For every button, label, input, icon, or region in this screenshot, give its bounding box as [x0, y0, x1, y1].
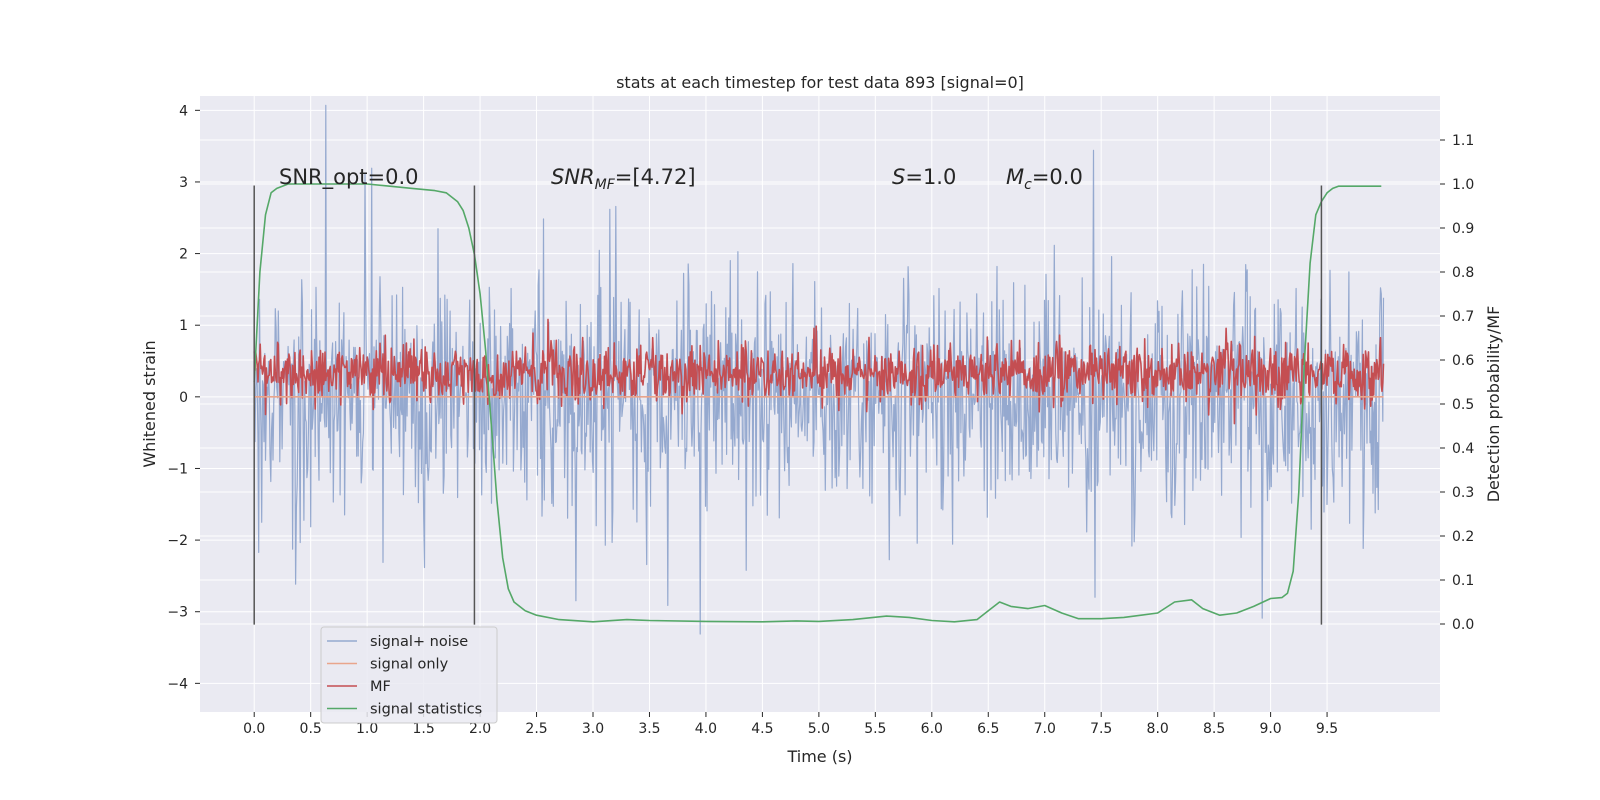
vertical-markers: [253, 185, 1323, 625]
y-right-tick-label: 1.0: [1452, 177, 1474, 193]
series-mf: [253, 318, 1385, 425]
y-axis-right-label: Detection probability/MF: [1484, 306, 1503, 503]
x-axis-label: Time (s): [786, 747, 852, 766]
x-tick-label: 1.0: [356, 721, 378, 737]
y-left-tick-label: 4: [179, 103, 188, 119]
y-left-tick-label: −2: [167, 533, 188, 549]
y-right-tick-label: 0.6: [1452, 353, 1474, 369]
x-tick-label: 9.5: [1316, 721, 1338, 737]
x-tick-label: 3.0: [582, 721, 604, 737]
x-tick-label: 4.0: [695, 721, 717, 737]
legend: signal+ noise signal only MF signal statist…: [320, 626, 498, 724]
x-tick-label: 4.5: [751, 721, 773, 737]
y-right-tick-label: 0.5: [1452, 397, 1474, 413]
y-left-tick-label: 2: [179, 247, 188, 263]
annotation-snr-opt: SNR_opt=0.0: [279, 165, 419, 190]
x-tick-label: 6.0: [921, 721, 943, 737]
annotation-snr-mf: SNRMF=[4.72]: [551, 165, 696, 193]
x-tick-label: 8.5: [1203, 721, 1225, 737]
legend-entry: signal statistics: [370, 702, 482, 718]
y-axis-left-label: Whitened strain: [140, 340, 159, 467]
x-tick-label: 3.5: [638, 721, 660, 737]
x-tick-label: 9.0: [1259, 721, 1281, 737]
y-left-tick-label: 3: [179, 175, 188, 191]
annotation-mc: Mc=0.0: [1006, 165, 1083, 193]
legend-entry: MF: [370, 679, 391, 695]
y-right-tick-label: 0.7: [1452, 309, 1474, 325]
y-left-tick-label: −3: [167, 605, 188, 621]
y-right-tick-label: 0.3: [1452, 485, 1474, 501]
x-tick-label: 5.5: [864, 721, 886, 737]
y-left-tick-label: 1: [179, 318, 188, 334]
ticks: 0.0 0.5 1.0 1.5 2.0 2.5 3.0 3.5 4.0 4.5 5.0 5.5 6.0 6…: [167, 103, 1474, 737]
series-layer: [253, 104, 1385, 635]
x-tick-label: 1.5: [412, 721, 434, 737]
y-left-tick-label: −1: [167, 461, 188, 477]
x-tick-label: 7.0: [1034, 721, 1056, 737]
series-signal-statistics: [253, 183, 1382, 623]
x-tick-label: 2.0: [469, 721, 491, 737]
annotation-s: S=1.0: [892, 165, 956, 189]
y-right-tick-label: 0.1: [1452, 573, 1474, 589]
y-right-tick-label: 0.9: [1452, 221, 1474, 237]
x-tick-label: 6.5: [977, 721, 999, 737]
y-right-tick-label: 0.8: [1452, 265, 1474, 281]
y-left-tick-label: 0: [179, 390, 188, 406]
x-tick-label: 5.0: [808, 721, 830, 737]
x-tick-label: 0.0: [243, 721, 265, 737]
legend-entry: signal+ noise: [370, 634, 468, 650]
y-right-tick-label: 1.1: [1452, 133, 1474, 149]
y-right-tick-label: 0.2: [1452, 529, 1474, 545]
annotations: SNR_opt=0.0 SNRMF=[4.72] S=1.0 Mc=0.0: [279, 165, 1083, 193]
chart-title: stats at each timestep for test data 893…: [616, 73, 1024, 92]
x-tick-label: 2.5: [525, 721, 547, 737]
y-right-tick-label: 0.4: [1452, 441, 1474, 457]
legend-entry: signal only: [370, 657, 449, 673]
x-tick-label: 7.5: [1090, 721, 1112, 737]
y-right-tick-label: 0.0: [1452, 617, 1474, 633]
y-left-tick-label: −4: [167, 676, 188, 692]
x-tick-label: 0.5: [300, 721, 322, 737]
x-tick-label: 8.0: [1147, 721, 1169, 737]
legend-box: [320, 626, 498, 724]
